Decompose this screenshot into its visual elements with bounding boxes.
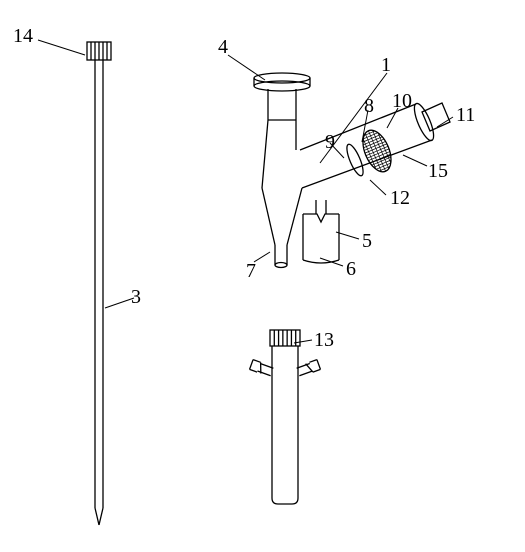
callout-l9: 9	[325, 131, 335, 154]
callout-l8: 8	[364, 95, 374, 118]
callout-l10: 10	[392, 90, 412, 113]
callout-l7: 7	[246, 260, 256, 283]
callout-l1: 1	[381, 54, 391, 77]
callout-l6: 6	[346, 258, 356, 281]
callout-l15: 15	[428, 160, 448, 183]
callout-l5: 5	[362, 230, 372, 253]
callout-l4: 4	[218, 36, 228, 59]
callout-l3: 3	[131, 286, 141, 309]
callout-l12: 12	[390, 187, 410, 210]
callout-l13: 13	[314, 329, 334, 352]
technical-drawing	[0, 0, 525, 552]
callout-l14: 14	[13, 25, 33, 48]
callout-l11: 11	[456, 104, 475, 127]
diagram-root: { "canvas": { "w": 525, "h": 552, "bg": …	[0, 0, 525, 552]
